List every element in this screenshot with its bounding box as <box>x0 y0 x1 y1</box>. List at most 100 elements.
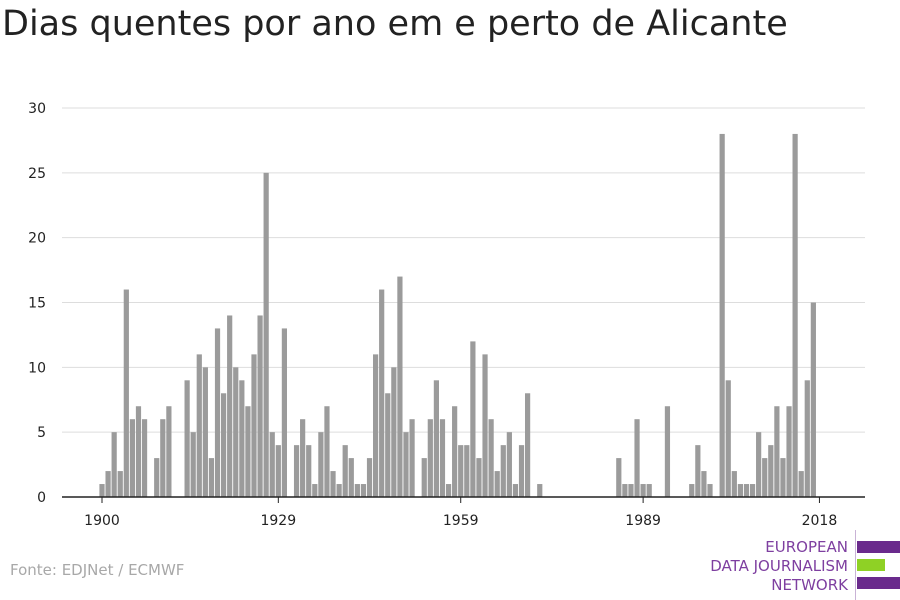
y-tick-label: 15 <box>28 296 46 312</box>
bar-2002 <box>719 133 725 497</box>
bar-1962 <box>476 458 482 497</box>
bar-1903 <box>117 471 123 497</box>
bar-1920 <box>221 393 227 497</box>
bar-1900 <box>99 484 105 497</box>
bar-1930 <box>281 328 287 497</box>
bar-2000 <box>707 484 713 497</box>
edjnet-logo: EUROPEAN DATA JOURNALISM NETWORK <box>700 530 900 600</box>
bar-2015 <box>798 471 804 497</box>
x-tick-label: 1929 <box>260 513 296 529</box>
bar-1914 <box>184 380 190 497</box>
bar-1951 <box>409 419 415 497</box>
bar-1905 <box>129 419 135 497</box>
bar-1944 <box>366 458 373 497</box>
x-tick-label: 1900 <box>84 513 120 529</box>
bar-1917 <box>202 367 208 497</box>
source-note: Fonte: EDJNet / ECMWF <box>10 561 185 579</box>
y-tick-label: 30 <box>28 101 46 117</box>
bar-1948 <box>391 367 397 497</box>
bar-1956 <box>439 419 446 497</box>
bar-1918 <box>208 458 215 497</box>
bar-1910 <box>160 419 166 497</box>
bar-1929 <box>275 445 281 497</box>
logo-bar-purple-bottom <box>857 577 900 589</box>
bar-1999 <box>701 471 707 497</box>
bar-1966 <box>500 445 506 497</box>
bar-1953 <box>421 458 427 497</box>
bar-2014 <box>792 133 798 497</box>
logo-bar-green <box>857 559 885 571</box>
bar-1985 <box>616 458 622 497</box>
bar-1915 <box>190 432 196 497</box>
bar-2003 <box>725 380 731 497</box>
y-tick-label: 0 <box>37 490 46 506</box>
bar-1945 <box>373 354 379 497</box>
bar-1924 <box>245 406 251 497</box>
bar-1904 <box>123 289 129 497</box>
x-axis-labels: 1900 1929 1959 1989 2018 <box>84 513 837 529</box>
bar-1987 <box>628 484 634 497</box>
logo-bar-purple-top <box>857 541 900 553</box>
bar-1957 <box>445 484 452 497</box>
bar-1902 <box>111 432 117 497</box>
y-tick-label: 25 <box>28 166 46 182</box>
bar-1989 <box>640 484 646 497</box>
bar-2017 <box>810 302 816 497</box>
bar-1907 <box>141 419 148 497</box>
bar-1928 <box>269 432 275 497</box>
bar-1955 <box>433 380 439 497</box>
y-axis-labels: 0 5 10 15 20 25 30 <box>28 101 46 506</box>
bar-1901 <box>105 471 111 497</box>
bar-1925 <box>251 354 257 497</box>
bar-1938 <box>330 471 336 497</box>
bar-1939 <box>336 484 342 497</box>
bar-1990 <box>646 484 652 497</box>
bar-1923 <box>239 380 245 497</box>
bar-2012 <box>780 458 786 497</box>
bar-1960 <box>464 445 470 497</box>
bar-1933 <box>300 419 306 497</box>
bar-2006 <box>743 484 750 497</box>
bar-2008 <box>756 432 762 497</box>
bar-1943 <box>360 484 367 497</box>
y-tick-label: 5 <box>37 425 46 441</box>
bar-1967 <box>506 432 512 497</box>
bar-1919 <box>214 328 221 497</box>
x-tick-label: 2018 <box>802 513 838 529</box>
logo-line-3: NETWORK <box>771 576 848 594</box>
bar-2010 <box>768 445 774 497</box>
bar-2009 <box>762 458 768 497</box>
bar-1997 <box>689 484 695 497</box>
x-tick-label: 1989 <box>625 513 661 529</box>
logo-divider <box>855 530 856 600</box>
bar-1965 <box>494 471 500 497</box>
bar-1927 <box>263 172 269 498</box>
chart-title: Dias quentes por ano em e perto de Alica… <box>2 4 788 44</box>
logo-line-2: DATA JOURNALISM <box>710 557 848 575</box>
bar-1961 <box>470 341 476 497</box>
bar-1946 <box>379 289 385 497</box>
axes <box>62 496 865 503</box>
bar-1934 <box>306 445 312 497</box>
bar-1911 <box>166 406 172 497</box>
bar-1916 <box>196 354 202 497</box>
bar-1964 <box>488 419 494 497</box>
bar-2011 <box>774 406 780 497</box>
bar-1954 <box>427 419 433 497</box>
bar-1942 <box>354 484 360 497</box>
bar-1941 <box>348 458 354 497</box>
bar-1959 <box>458 445 464 497</box>
bar-1988 <box>634 419 640 497</box>
bar-1935 <box>312 484 318 497</box>
bar-1940 <box>342 445 348 497</box>
bar-1998 <box>695 445 701 497</box>
bar-1909 <box>154 458 160 497</box>
bar-1926 <box>257 315 263 497</box>
bar-1958 <box>452 406 458 497</box>
grid-lines <box>62 107 865 433</box>
bar-2007 <box>749 484 756 497</box>
bar-1950 <box>403 432 409 497</box>
bar-1968 <box>512 484 519 497</box>
bar-1932 <box>293 445 300 497</box>
bar-1906 <box>135 406 142 497</box>
